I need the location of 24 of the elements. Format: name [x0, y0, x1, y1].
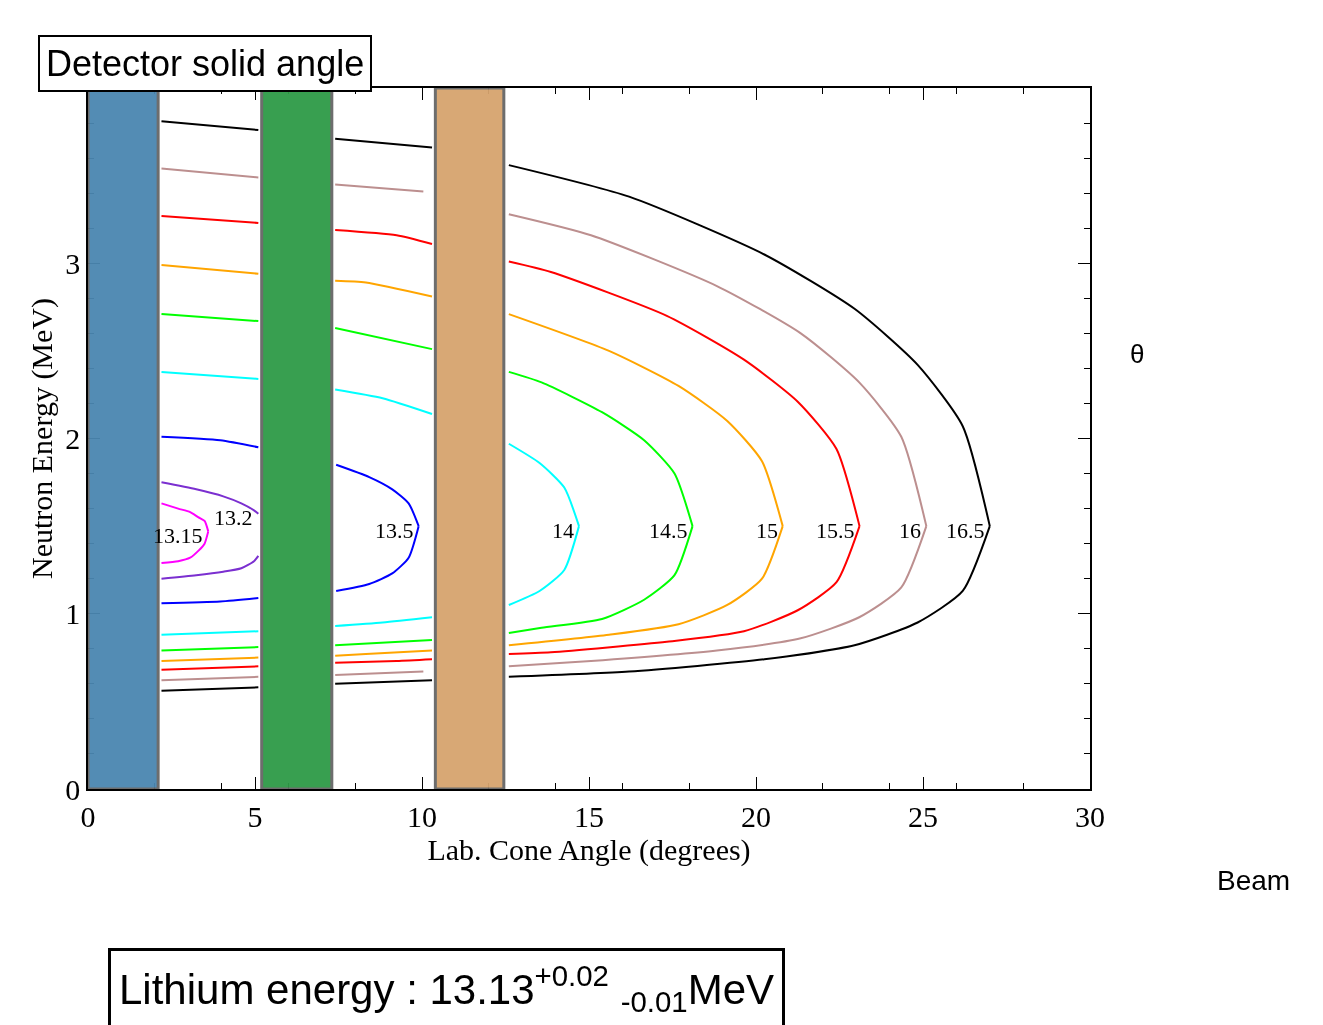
x-tick-label: 5: [247, 799, 263, 833]
y-tick-label: 3: [65, 246, 81, 280]
x-tick-label: 30: [1075, 799, 1105, 833]
series-label: 16: [899, 518, 921, 543]
x-axis-title: Lab. Cone Angle (degrees): [427, 832, 751, 867]
series-label: 14: [552, 518, 574, 543]
x-tick-label: 10: [407, 799, 437, 833]
series-label: 14.5: [649, 518, 688, 543]
series-label: 16.5: [946, 518, 985, 543]
x-tick-label: 15: [574, 799, 604, 833]
text: θ: [1130, 339, 1145, 369]
y-tick-label: 1: [65, 597, 81, 631]
x-tick-label: 25: [908, 799, 938, 833]
series-label: 13.2: [214, 505, 253, 530]
text: Lithium energy : 13.13$^{+0.02}$ $_{-0.01}$MeV: [119, 959, 774, 1019]
series-label: 13.5: [375, 518, 414, 543]
x-tick-label: 20: [741, 799, 771, 833]
series-label: 15.5: [816, 518, 855, 543]
y-tick-label: 0: [65, 772, 81, 806]
text: Beam: [1217, 865, 1291, 896]
y-axis-title: Neutron Energy (MeV): [24, 297, 59, 580]
text: Detector solid angle: [46, 43, 365, 84]
series-label: 15: [756, 518, 778, 543]
y-tick-label: 2: [65, 422, 81, 455]
